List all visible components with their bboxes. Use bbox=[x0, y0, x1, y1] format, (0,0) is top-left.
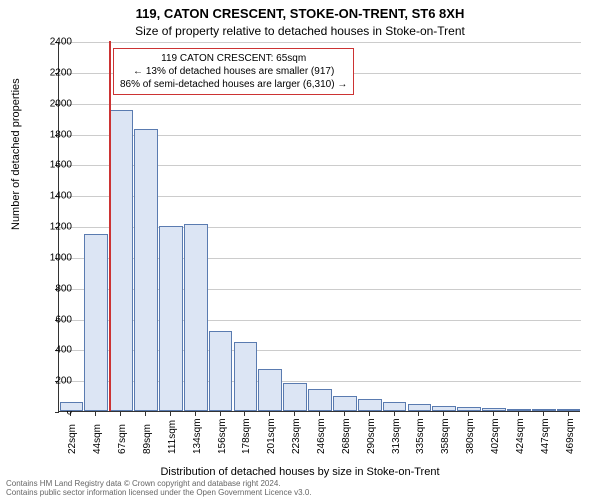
bar bbox=[134, 129, 158, 411]
bar bbox=[507, 409, 531, 411]
y-axis-label: Number of detached properties bbox=[10, 78, 22, 230]
attribution-line1: Contains HM Land Registry data © Crown c… bbox=[6, 479, 312, 489]
bar bbox=[432, 406, 456, 411]
x-tick-mark bbox=[344, 412, 345, 416]
x-tick-mark bbox=[493, 412, 494, 416]
x-tick-mark bbox=[543, 412, 544, 416]
x-tick-label: 246sqm bbox=[316, 418, 327, 454]
x-tick-label: 223sqm bbox=[291, 418, 302, 454]
x-tick-mark bbox=[220, 412, 221, 416]
x-tick-mark bbox=[269, 412, 270, 416]
y-tick-label: 1000 bbox=[32, 252, 72, 263]
bar bbox=[532, 409, 556, 411]
bar bbox=[159, 226, 183, 411]
x-tick-mark bbox=[418, 412, 419, 416]
y-tick-label: 2200 bbox=[32, 67, 72, 78]
bar bbox=[457, 407, 481, 411]
x-tick-label: 67sqm bbox=[117, 424, 128, 454]
x-tick-label: 134sqm bbox=[192, 418, 203, 454]
bar bbox=[358, 399, 382, 411]
x-tick-mark bbox=[394, 412, 395, 416]
x-tick-label: 178sqm bbox=[241, 418, 252, 454]
chart-title: 119, CATON CRESCENT, STOKE-ON-TRENT, ST6… bbox=[0, 0, 600, 23]
y-tick-label: 1200 bbox=[32, 222, 72, 233]
x-tick-mark bbox=[568, 412, 569, 416]
x-tick-label: 424sqm bbox=[515, 418, 526, 454]
y-tick-label: 800 bbox=[32, 283, 72, 294]
bar bbox=[109, 110, 133, 411]
x-axis-label: Distribution of detached houses by size … bbox=[0, 466, 600, 478]
plot-area: 22sqm44sqm67sqm89sqm111sqm134sqm156sqm17… bbox=[58, 42, 580, 412]
bar bbox=[408, 404, 432, 411]
x-tick-mark bbox=[443, 412, 444, 416]
x-tick-label: 335sqm bbox=[415, 418, 426, 454]
bar bbox=[283, 383, 307, 411]
y-tick-label: 200 bbox=[32, 376, 72, 387]
bar bbox=[84, 234, 108, 411]
bar bbox=[209, 331, 233, 411]
y-tick-label: 1800 bbox=[32, 129, 72, 140]
bar bbox=[184, 224, 208, 411]
property-marker-line bbox=[109, 41, 111, 411]
plot bbox=[58, 42, 580, 412]
x-tick-label: 268sqm bbox=[341, 418, 352, 454]
x-tick-mark bbox=[518, 412, 519, 416]
x-tick-label: 358sqm bbox=[440, 418, 451, 454]
chart-container: 119, CATON CRESCENT, STOKE-ON-TRENT, ST6… bbox=[0, 0, 600, 500]
info-box-line1: 119 CATON CRESCENT: 65sqm bbox=[120, 52, 347, 65]
bar bbox=[383, 402, 407, 411]
x-tick-mark bbox=[294, 412, 295, 416]
attribution: Contains HM Land Registry data © Crown c… bbox=[6, 479, 312, 498]
x-tick-label: 290sqm bbox=[366, 418, 377, 454]
x-tick-mark bbox=[369, 412, 370, 416]
x-tick-label: 44sqm bbox=[92, 424, 103, 454]
x-tick-label: 380sqm bbox=[465, 418, 476, 454]
x-tick-label: 469sqm bbox=[565, 418, 576, 454]
info-box: 119 CATON CRESCENT: 65sqm← 13% of detach… bbox=[113, 48, 354, 95]
x-tick-mark bbox=[244, 412, 245, 416]
info-box-line2: ← 13% of detached houses are smaller (91… bbox=[120, 65, 347, 78]
x-tick-label: 156sqm bbox=[217, 418, 228, 454]
y-tick-label: 1400 bbox=[32, 191, 72, 202]
x-tick-mark bbox=[145, 412, 146, 416]
x-tick-label: 89sqm bbox=[142, 424, 153, 454]
x-tick-mark bbox=[319, 412, 320, 416]
x-tick-mark bbox=[120, 412, 121, 416]
bar bbox=[234, 342, 258, 411]
x-tick-label: 201sqm bbox=[266, 418, 277, 454]
x-tick-label: 111sqm bbox=[167, 420, 178, 454]
y-tick-label: 2000 bbox=[32, 98, 72, 109]
grid-line bbox=[59, 42, 581, 43]
bar bbox=[258, 369, 282, 411]
bar bbox=[308, 389, 332, 411]
info-box-line3: 86% of semi-detached houses are larger (… bbox=[120, 78, 347, 91]
x-tick-label: 22sqm bbox=[67, 424, 78, 454]
y-tick-label: 400 bbox=[32, 345, 72, 356]
x-tick-mark bbox=[195, 412, 196, 416]
bar bbox=[333, 396, 357, 411]
y-tick-label: 2400 bbox=[32, 37, 72, 48]
y-tick-label: 1600 bbox=[32, 160, 72, 171]
x-tick-mark bbox=[95, 412, 96, 416]
x-tick-label: 313sqm bbox=[391, 418, 402, 454]
x-tick-label: 447sqm bbox=[540, 418, 551, 454]
x-tick-label: 402sqm bbox=[490, 418, 501, 454]
attribution-line2: Contains public sector information licen… bbox=[6, 488, 312, 498]
grid-line bbox=[59, 104, 581, 105]
y-tick-label: 600 bbox=[32, 314, 72, 325]
chart-subtitle: Size of property relative to detached ho… bbox=[0, 24, 600, 38]
x-tick-mark bbox=[170, 412, 171, 416]
bar bbox=[60, 402, 84, 411]
x-tick-mark bbox=[468, 412, 469, 416]
bar bbox=[482, 408, 506, 411]
bar bbox=[557, 409, 581, 411]
